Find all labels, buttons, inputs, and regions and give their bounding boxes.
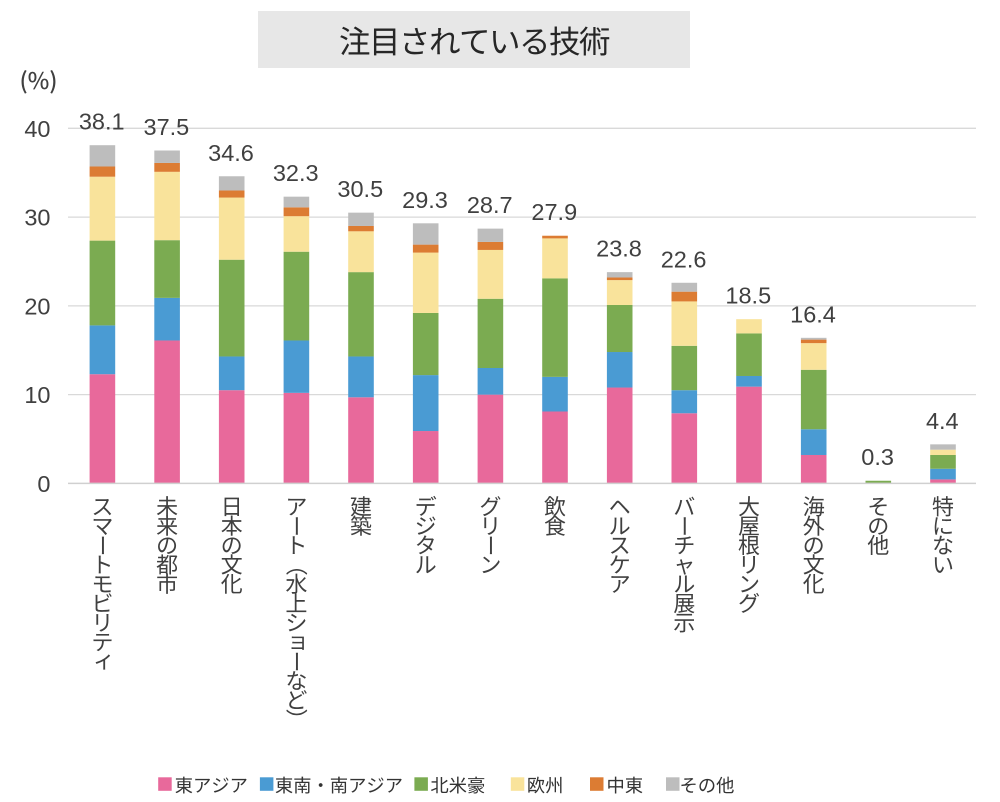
svg-text:10: 10 [24,382,50,408]
svg-text:30.5: 30.5 [337,176,383,202]
svg-text:34.6: 34.6 [208,140,254,166]
svg-text:30: 30 [24,205,50,231]
svg-text:16.4: 16.4 [790,301,836,327]
svg-text:27.9: 27.9 [531,199,577,225]
svg-text:22.6: 22.6 [661,246,707,272]
svg-text:40: 40 [24,116,50,142]
svg-text:4.4: 4.4 [926,408,959,434]
svg-text:18.5: 18.5 [725,283,771,309]
svg-text:0.3: 0.3 [861,444,894,470]
svg-text:0: 0 [37,471,50,497]
svg-text:28.7: 28.7 [467,192,513,218]
svg-text:38.1: 38.1 [79,109,125,135]
svg-text:23.8: 23.8 [596,236,642,262]
svg-text:37.5: 37.5 [144,114,190,140]
svg-text:20: 20 [24,293,50,319]
svg-text:32.3: 32.3 [273,160,319,186]
svg-text:29.3: 29.3 [402,187,448,213]
